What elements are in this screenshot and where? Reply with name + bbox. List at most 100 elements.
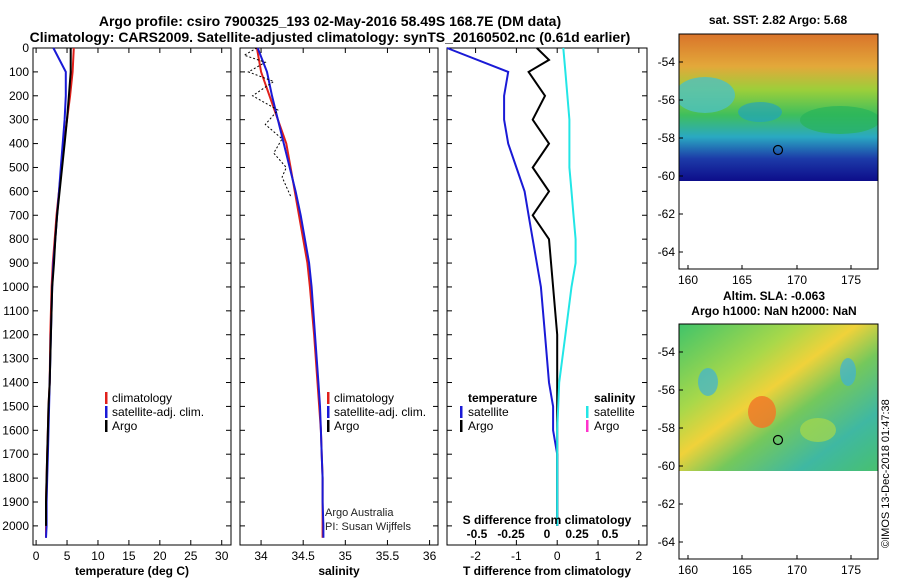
title-line-1: Argo profile: csiro 7900325_193 02-May-2… <box>98 13 562 29</box>
depth-tick-label: 700 <box>9 208 29 222</box>
legend-label-t-satellite: satellite <box>468 405 509 419</box>
s-diff-tick-label: 0 <box>544 527 551 541</box>
lat-tick-label: -58 <box>658 131 676 145</box>
legend-label-climatology-s: climatology <box>334 391 394 405</box>
lon-tick-label: 160 <box>678 563 698 577</box>
sla-argo-marker <box>772 434 784 446</box>
lon-tick-label: 160 <box>678 273 698 287</box>
s-difference-ticks: -0.5 -0.25 0 0.25 0.5 <box>467 527 619 541</box>
sla-map-title-1: Altim. SLA: -0.063 <box>723 289 825 303</box>
lat-tick-label: -54 <box>658 55 676 69</box>
legend-label-argo-s: Argo <box>334 419 360 433</box>
x-tick-label: -1 <box>511 549 522 563</box>
depth-tick-label: 300 <box>9 113 29 127</box>
sst-empty-area <box>679 181 878 269</box>
sla-low-patch-1 <box>698 368 718 396</box>
lon-tick-label: 175 <box>841 273 861 287</box>
temperature-xlabel: temperature (deg C) <box>75 564 189 578</box>
salinity-series <box>242 47 325 538</box>
sst-map-frame <box>678 33 879 270</box>
x-tick-label: 25 <box>184 549 198 563</box>
sla-low-patch-2 <box>840 358 856 386</box>
legend-label-satellite: satellite-adj. clim. <box>112 405 204 419</box>
legend-label-argo: Argo <box>112 419 138 433</box>
legend-label-climatology: climatology <box>112 391 172 405</box>
depth-tick-label: 100 <box>9 65 29 79</box>
s-diff-tick-label: -0.25 <box>497 527 525 541</box>
depth-tick-label: 1800 <box>2 471 29 485</box>
lon-tick-label: 170 <box>787 563 807 577</box>
legend-header-temperature: temperature <box>468 391 538 405</box>
depth-tick-label: 1300 <box>2 352 29 366</box>
salinity-x-ticks: 34 34.5 35 35.5 36 <box>254 48 437 563</box>
sla-mid-patch <box>800 418 836 442</box>
depth-tick-label: 1500 <box>2 399 29 413</box>
temperature-x-ticks: 0 5 10 15 20 25 30 <box>33 48 229 563</box>
depth-ticks: 0 100 200 300 400 500 600 700 800 900 1000 1100 1200… <box>2 41 231 533</box>
salinity-axes-frame <box>239 47 439 546</box>
s-diff-tick-label: -0.5 <box>467 527 488 541</box>
depth-tick-label: 200 <box>9 89 29 103</box>
depth-tick-label: 1700 <box>2 447 29 461</box>
legend-label-satellite-s: satellite-adj. clim. <box>334 405 426 419</box>
series-line-salinity-satellite <box>556 47 577 526</box>
depth-tick-label: 800 <box>9 232 29 246</box>
legend-swatch-satellite-s <box>327 406 330 418</box>
lat-tick-label: -64 <box>658 535 676 549</box>
x-tick-label: 30 <box>215 549 229 563</box>
annotation-argo-australia: Argo Australia <box>325 507 394 519</box>
sla-empty-area <box>679 471 878 559</box>
difference-axes-frame <box>446 47 648 546</box>
lon-tick-label: 175 <box>841 563 861 577</box>
depth-tick-label: 1900 <box>2 495 29 509</box>
sla-high-patch <box>748 396 776 428</box>
legend-swatch-climatology <box>105 392 108 404</box>
annotation-pi: PI: Susan Wijffels <box>325 521 411 533</box>
lat-tick-label: -56 <box>658 93 676 107</box>
sla-map-frame <box>678 323 879 560</box>
temperature-axes-frame <box>32 47 232 546</box>
lat-tick-label: -62 <box>658 207 676 221</box>
series-line-temperature-satellite <box>446 47 559 526</box>
lon-tick-label: 170 <box>787 273 807 287</box>
lat-tick-label: -54 <box>658 345 676 359</box>
legend-swatch-s-argo <box>586 420 589 432</box>
temperature-series <box>45 47 75 538</box>
lat-tick-label: -58 <box>658 421 676 435</box>
legend-swatch-argo-s <box>327 420 330 432</box>
legend-swatch-climatology-s <box>327 392 330 404</box>
legend-label-t-argo: Argo <box>468 419 494 433</box>
sst-map: sat. SST: 2.82 Argo: 5.68 <box>658 13 879 287</box>
depth-tick-label: 900 <box>9 256 29 270</box>
legend-swatch-satellite <box>105 406 108 418</box>
depth-tick-label: 1400 <box>2 376 29 390</box>
legend-label-s-satellite: satellite <box>594 405 635 419</box>
sst-field-detail <box>679 77 878 134</box>
sst-green-patch <box>800 106 878 134</box>
credit-line: ©IMOS 13-Dec-2018 01:47:38 <box>880 399 892 548</box>
legend-label-s-argo: Argo <box>594 419 620 433</box>
sla-map: Altim. SLA: -0.063 Argo h1000: NaN h2000… <box>658 289 879 577</box>
x-tick-label: 0 <box>33 549 40 563</box>
sla-map-title-2: Argo h1000: NaN h2000: NaN <box>691 304 856 318</box>
difference-panel: -2 -1 0 1 2 temperature satellite Argo salin… <box>446 47 648 578</box>
difference-legend: temperature satellite Argo salinity sate… <box>460 391 636 433</box>
sla-field <box>679 324 878 471</box>
series-line-satellite-adj-clim- <box>45 47 67 538</box>
series-line-satellite-adj-clim- <box>256 47 325 538</box>
series-line-argo <box>45 48 72 526</box>
temperature-legend: climatology satellite-adj. clim. Argo <box>105 391 204 433</box>
legend-swatch-s-satellite <box>586 406 589 418</box>
difference-series <box>446 47 577 526</box>
x-tick-label: 35 <box>339 549 353 563</box>
x-tick-label: 0 <box>554 549 561 563</box>
x-tick-label: 2 <box>635 549 642 563</box>
x-tick-label: 5 <box>64 549 71 563</box>
depth-tick-label: 1100 <box>3 304 29 318</box>
salinity-xlabel: salinity <box>318 564 360 578</box>
t-difference-xlabel: T difference from climatology <box>463 564 631 578</box>
x-tick-label: -2 <box>470 549 481 563</box>
x-tick-label: 20 <box>153 549 167 563</box>
depth-tick-label: 600 <box>9 184 29 198</box>
